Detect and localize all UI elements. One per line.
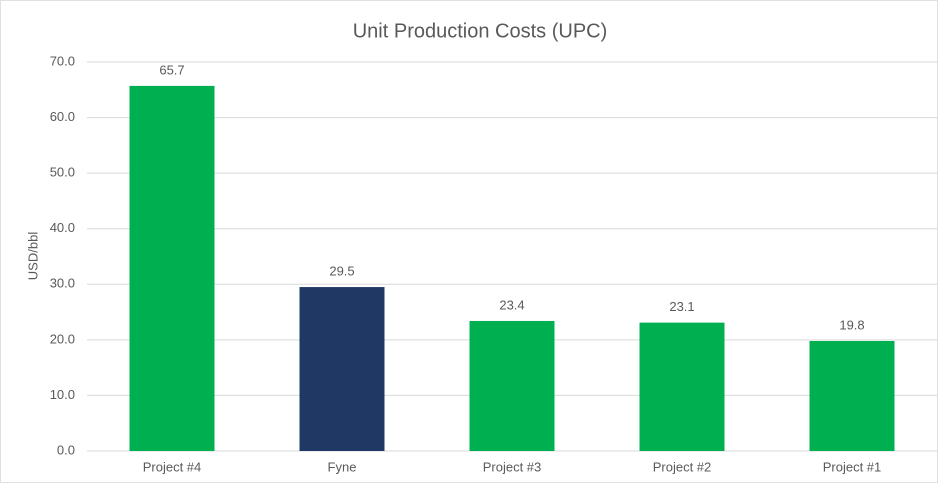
y-tick-label: 60.0 <box>50 109 75 124</box>
y-tick-label: 50.0 <box>50 165 75 180</box>
y-axis-label: USD/bbl <box>25 232 40 281</box>
data-label: 29.5 <box>329 264 354 279</box>
x-tick-label: Project #2 <box>653 459 712 474</box>
data-label: 23.1 <box>669 299 694 314</box>
x-tick-label: Fyne <box>328 459 357 474</box>
y-tick-label: 30.0 <box>50 276 75 291</box>
bar <box>129 85 215 451</box>
x-tick-label: Project #4 <box>143 459 202 474</box>
y-tick-label: 70.0 <box>50 53 75 68</box>
y-tick-label: 0.0 <box>57 442 75 457</box>
bar <box>639 322 725 451</box>
chart-title: Unit Production Costs (UPC) <box>353 20 608 42</box>
bar <box>809 340 895 451</box>
bar <box>299 287 385 451</box>
bar <box>469 320 555 451</box>
data-label: 19.8 <box>839 317 864 332</box>
x-tick-label: Project #1 <box>823 459 882 474</box>
y-tick-label: 10.0 <box>50 387 75 402</box>
data-label: 65.7 <box>159 62 184 77</box>
x-tick-label: Project #3 <box>483 459 542 474</box>
data-label: 23.4 <box>499 297 524 312</box>
y-tick-label: 20.0 <box>50 331 75 346</box>
y-tick-label: 40.0 <box>50 220 75 235</box>
